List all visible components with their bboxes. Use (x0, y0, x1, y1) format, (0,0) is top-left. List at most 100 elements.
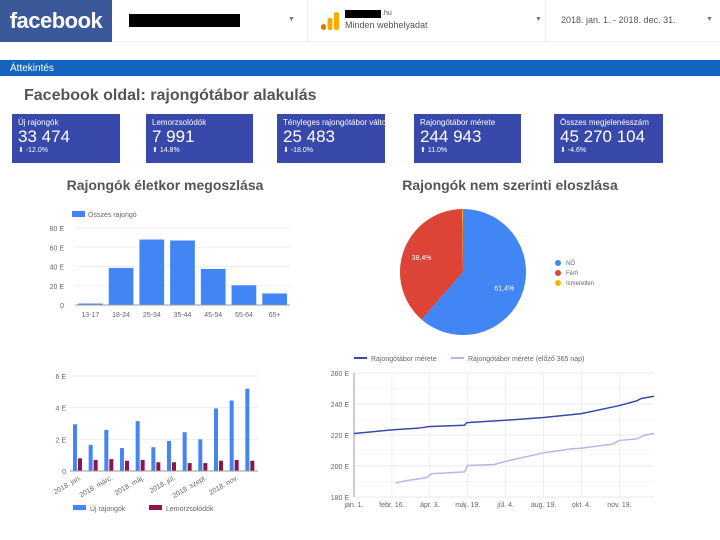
bar (108, 267, 134, 305)
x-tick-label: aug. 19. (531, 502, 556, 509)
x-tick-label: ápr. 3. (420, 502, 440, 509)
bar (125, 460, 129, 471)
y-tick-label: 240 E (331, 402, 350, 409)
y-tick-label: 6 E (55, 374, 66, 381)
y-tick-label: 4 E (55, 406, 66, 413)
page-title: Facebook oldal: rajongótábor alakulás (24, 87, 317, 104)
kpi-delta-value: 14.8% (159, 147, 180, 154)
x-tick-label: 2018. márc. (79, 475, 115, 500)
legend-label: Ismeretlen (566, 281, 594, 287)
bar (231, 285, 257, 305)
date-range-picker[interactable]: 2018. jan. 1. - 2018. dec. 31. ▼ (546, 0, 720, 42)
bar (229, 400, 234, 471)
redacted-page-name (129, 14, 240, 27)
kpi-label: Új rajongók (18, 118, 59, 127)
y-tick-label: 80 E (50, 226, 65, 233)
bar (78, 303, 103, 305)
series-line (353, 395, 655, 435)
kpi-value: 25 483 (283, 127, 335, 146)
y-tick-label: 260 E (331, 371, 350, 378)
y-tick-label: 40 E (50, 265, 65, 272)
kpi-card: Lemorzsolódók 7 991 ⬆ 14.8% (146, 114, 253, 163)
bar (104, 429, 109, 471)
bar (250, 460, 255, 471)
x-tick-label: 18-24 (112, 312, 130, 319)
x-tick-label: 2018. szept. (172, 475, 209, 500)
site-subtitle: Minden webhelyadat (345, 20, 428, 30)
bar (73, 424, 77, 471)
bar (156, 462, 161, 471)
legend-label: Lemorzsolódók (166, 506, 214, 513)
x-tick-label: 2018. júl. (149, 475, 177, 495)
kpi-value: 244 943 (420, 127, 482, 146)
kpi-delta-value: -4.6% (567, 147, 587, 154)
bar (140, 459, 145, 471)
x-tick-label: 55-64 (235, 312, 253, 319)
age-chart-title: Rajongók életkor megoszlása (66, 177, 264, 193)
x-tick-label: 65+ (269, 312, 281, 319)
arrow-up-icon: ⬆ (420, 147, 426, 154)
bar (219, 460, 223, 471)
legend-label: NŐ (566, 260, 575, 267)
arrow-up-icon: ⬆ (152, 147, 158, 154)
kpi-delta-value: -18.0% (290, 147, 314, 154)
bar (234, 459, 239, 471)
kpi-delta: ⬆ 14.8% (152, 146, 247, 154)
x-tick-label: 2018. nov. (208, 475, 239, 497)
site-suffix: .hu (382, 10, 392, 17)
legend-label: Rajongótábor mérete (371, 356, 437, 363)
section-bar: Áttekintés (0, 60, 720, 76)
pie-slice (400, 209, 463, 320)
bar (93, 459, 98, 471)
bar (167, 440, 171, 471)
y-tick-label: 200 E (331, 464, 350, 471)
x-tick-label: jan. 1. (343, 502, 363, 509)
x-tick-label: 2018. máj. (114, 475, 146, 497)
x-tick-label: nov. 19. (607, 502, 631, 509)
bar (139, 239, 165, 305)
y-tick-label: 180 E (331, 495, 350, 502)
series-line (395, 432, 655, 484)
kpi-card: Tényleges rajongótábor változás25 483⬇ -… (277, 114, 385, 163)
legend-label: Férfi (566, 271, 578, 277)
pie-data-label: 61,4% (494, 285, 514, 292)
page-selector[interactable]: ▼ (112, 0, 308, 42)
bar (200, 268, 226, 305)
legend-label: Rajongótábor mérete (előző 365 nap) (468, 356, 584, 363)
arrow-down-icon: ⬇ (560, 147, 566, 154)
legend-swatch (72, 211, 85, 217)
y-tick-label: 0 (60, 303, 64, 310)
bar (182, 432, 187, 471)
chevron-down-icon: ▼ (288, 16, 295, 23)
bar (78, 458, 82, 471)
kpi-value: 33 474 (18, 127, 70, 146)
x-tick-label: febr. 16. (379, 502, 404, 509)
pie-data-label: 38,4% (412, 255, 432, 262)
date-range-text: 2018. jan. 1. - 2018. dec. 31. (561, 15, 676, 25)
x-tick-label: 45-54 (204, 312, 222, 319)
analytics-property-selector[interactable]: .hu Minden webhelyadat ▼ (308, 0, 546, 42)
facebook-logo: facebook (0, 0, 112, 42)
kpi-card: Rajongótábor mérete 244 943 ⬆ 11.0% (414, 114, 521, 163)
y-tick-label: 220 E (331, 433, 350, 440)
kpi-card: Összes megjelenésszám 45 270 104 ⬇ -4.6% (554, 114, 663, 163)
kpi-value: 45 270 104 (560, 127, 646, 146)
kpi-delta: ⬇ -12.0% (18, 146, 114, 154)
bar (172, 462, 176, 471)
legend-dot (555, 280, 561, 286)
legend-dot (555, 270, 561, 276)
bar (245, 388, 250, 471)
arrow-down-icon: ⬇ (283, 147, 289, 154)
legend-swatch (149, 505, 162, 510)
google-analytics-icon (321, 12, 339, 30)
arrow-down-icon: ⬇ (18, 147, 24, 154)
bar (88, 444, 93, 471)
bar (151, 447, 156, 471)
kpi-delta: ⬇ -4.6% (560, 146, 657, 154)
y-tick-label: 60 E (50, 245, 65, 252)
y-tick-label: 2 E (55, 437, 66, 444)
kpi-delta-value: -12.0% (25, 147, 49, 154)
bar (135, 421, 140, 471)
header-bar: facebook ▼ .hu Minden webhelyadat ▼ 2018… (0, 0, 720, 42)
